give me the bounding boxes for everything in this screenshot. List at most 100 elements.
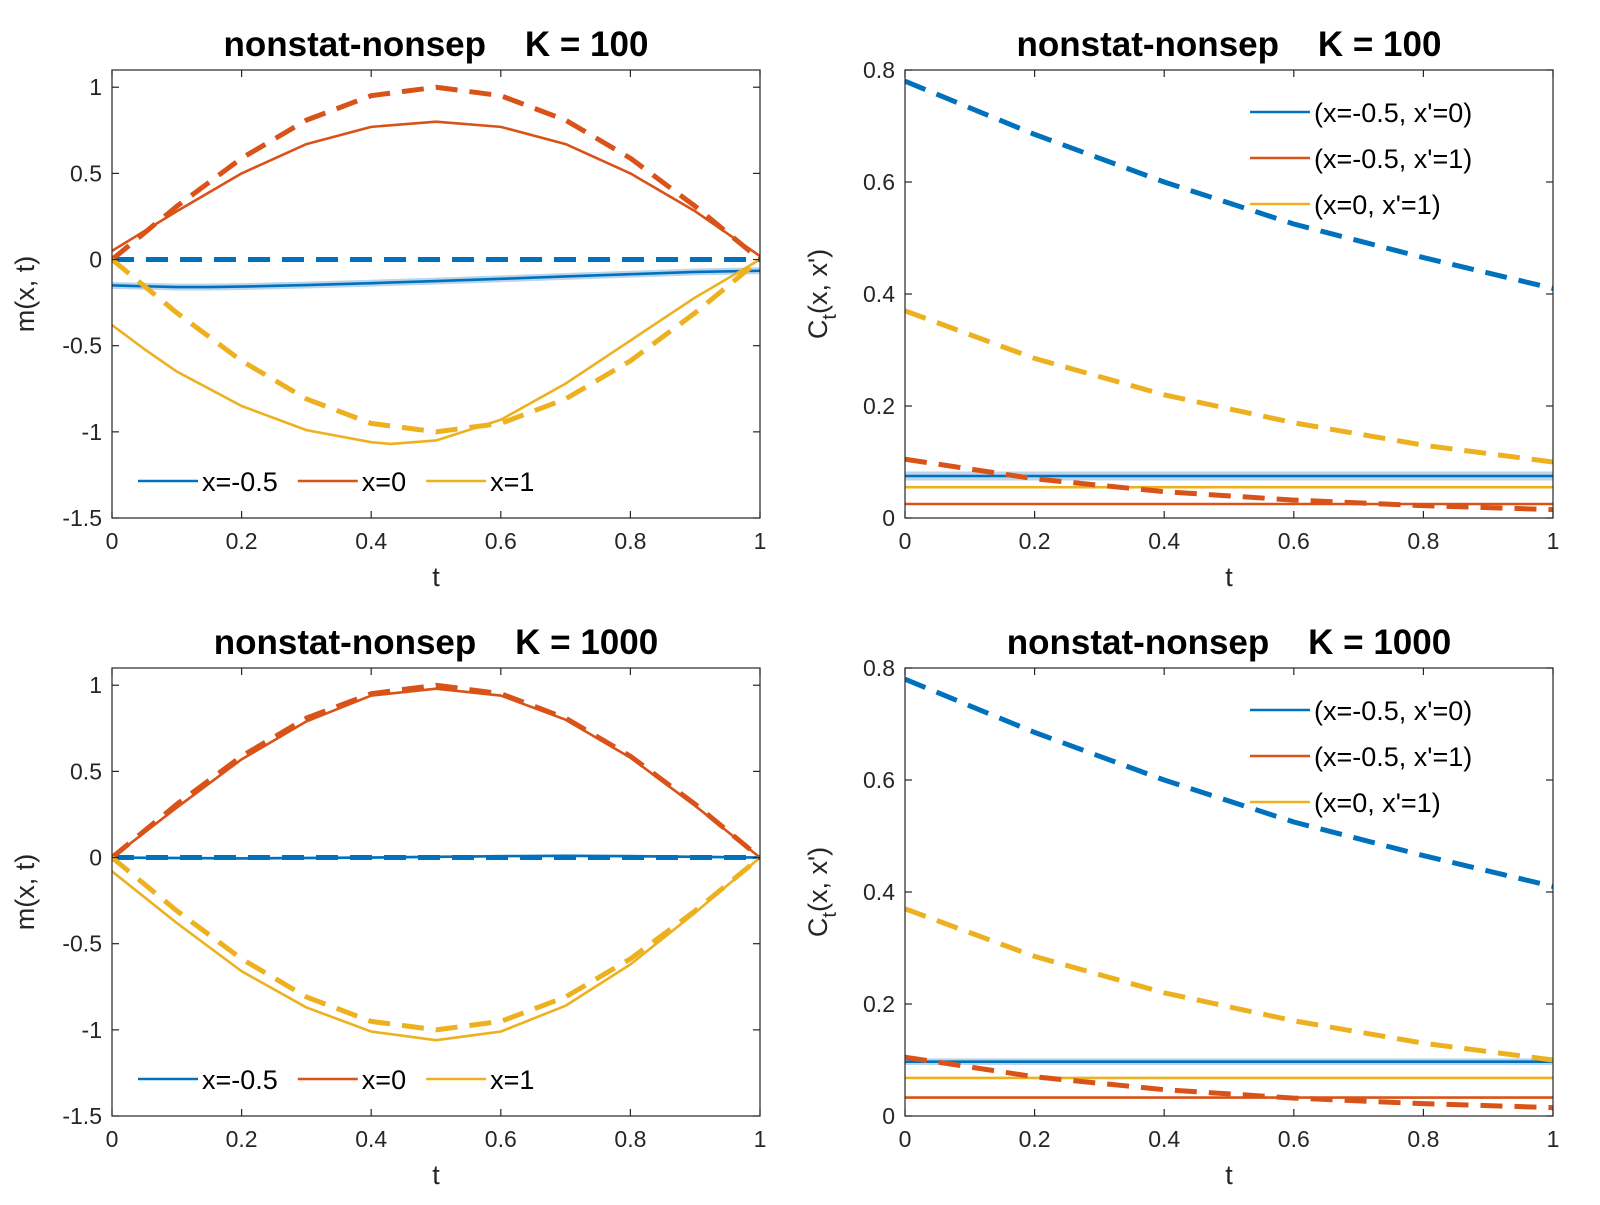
- y-tick-label: -1.5: [62, 1103, 102, 1129]
- y-tick-label: 0.8: [863, 57, 895, 83]
- dashed-line-yellow: [112, 257, 760, 435]
- plot-area: [112, 682, 760, 1042]
- axes-box: [111, 69, 761, 519]
- y-label-subscript: t: [819, 314, 841, 320]
- axes-box: [904, 667, 1554, 1117]
- x-tick-label: 0.8: [1407, 528, 1439, 554]
- x-tick-label: 1: [754, 1126, 767, 1152]
- y-axis-label: m(x, t): [10, 854, 40, 930]
- y-tick-label: -1: [82, 419, 102, 445]
- y-tick-label: 0.5: [70, 758, 102, 784]
- y-tick-label: -0.5: [62, 333, 102, 359]
- series-line-orange: [112, 687, 760, 859]
- chart-c100: nonstat-nonsep K = 100 0 0.2 0.4 0.6 0.8 1 0 0.2…: [803, 25, 1559, 592]
- x-tick-label: 0.2: [226, 528, 258, 554]
- y-tick-label: 0.4: [863, 281, 895, 307]
- y-label-subscript: t: [819, 912, 841, 918]
- plot-area: [112, 84, 760, 446]
- y-axis-label: Ct(x, x'): [803, 847, 841, 937]
- dashed-line-orange: [112, 682, 760, 860]
- axes-box: [904, 69, 1554, 519]
- x-tick-label: 0: [899, 528, 912, 554]
- y-tick-label: 0.8: [863, 655, 895, 681]
- y-label-rest: (x, x'): [803, 847, 833, 912]
- y-tick-label: 0.4: [863, 879, 895, 905]
- y-tick-label: -1.5: [62, 505, 102, 531]
- x-tick-label: 1: [1547, 1126, 1560, 1152]
- y-tick-label: 0.2: [863, 991, 895, 1017]
- legend-label: x=1: [490, 1065, 534, 1095]
- legend-label: x=0: [362, 467, 406, 497]
- y-tick-label: -1: [82, 1017, 102, 1043]
- x-tick-label: 0.6: [485, 1126, 517, 1152]
- legend-label: (x=-0.5, x'=1): [1314, 144, 1472, 174]
- x-tick-label: 0.2: [226, 1126, 258, 1152]
- y-label-base: C: [803, 320, 833, 340]
- y-tick-label: 0: [89, 845, 102, 871]
- y-axis-label: m(x, t): [10, 256, 40, 332]
- dashed-line-orange: [905, 1054, 1553, 1111]
- chart-c1000: nonstat-nonsep K = 1000 0 0.2 0.4 0.6 0.8 1 0 0.…: [803, 623, 1559, 1190]
- legend-label: x=-0.5: [202, 1065, 278, 1095]
- y-label-base: C: [803, 918, 833, 938]
- x-tick-label: 0: [899, 1126, 912, 1152]
- x-tick-label: 0.2: [1019, 1126, 1051, 1152]
- plot-area: [905, 78, 1553, 513]
- y-tick-label: 0.6: [863, 169, 895, 195]
- x-axis-label: t: [432, 1160, 440, 1190]
- axes-box: [111, 667, 761, 1117]
- chart-title: nonstat-nonsep K = 1000: [214, 623, 658, 662]
- legend-label: x=0: [362, 1065, 406, 1095]
- dashed-line-orange: [112, 84, 760, 262]
- x-tick-label: 0.8: [614, 1126, 646, 1152]
- x-tick-label: 0.4: [1148, 1126, 1180, 1152]
- x-tick-label: 0.6: [485, 528, 517, 554]
- series-line-blue: [112, 269, 760, 289]
- y-tick-label: 0.5: [70, 160, 102, 186]
- x-axis-label: t: [1225, 1160, 1233, 1190]
- dashed-line-blue: [905, 676, 1553, 889]
- legend-label: x=1: [490, 467, 534, 497]
- y-tick-label: 1: [89, 74, 102, 100]
- x-axis-label: t: [432, 562, 440, 592]
- x-tick-label: 0: [106, 1126, 119, 1152]
- y-tick-label: 0: [882, 1103, 895, 1129]
- legend-label: x=-0.5: [202, 467, 278, 497]
- x-tick-label: 0.2: [1019, 528, 1051, 554]
- series-line-yellow: [112, 856, 760, 1042]
- legend-label: (x=-0.5, x'=1): [1314, 742, 1472, 772]
- y-tick-label: 0.6: [863, 767, 895, 793]
- x-axis-label: t: [1225, 562, 1233, 592]
- x-tick-label: 0.4: [355, 528, 387, 554]
- y-tick-label: 0.2: [863, 393, 895, 419]
- dashed-line-blue: [905, 78, 1553, 291]
- chart-m100: nonstat-nonsep K = 100 0 0.2 0.4 0.6 0.8 1 -1.5…: [10, 25, 766, 592]
- x-tick-label: 1: [1547, 528, 1560, 554]
- plot-area: [905, 676, 1553, 1111]
- x-tick-label: 0.4: [1148, 528, 1180, 554]
- y-axis-label: Ct(x, x'): [803, 249, 841, 339]
- x-tick-label: 1: [754, 528, 767, 554]
- legend-label: (x=0, x'=1): [1314, 190, 1441, 220]
- x-tick-label: 0.8: [1407, 1126, 1439, 1152]
- chart-title: nonstat-nonsep K = 100: [1017, 25, 1442, 64]
- chart-title: nonstat-nonsep K = 100: [224, 25, 649, 64]
- series-line-yellow: [112, 258, 760, 446]
- chart-m1000: nonstat-nonsep K = 1000 0 0.2 0.4 0.6 0.8 1 -1.…: [10, 623, 766, 1190]
- y-tick-label: -0.5: [62, 931, 102, 957]
- x-tick-label: 0.4: [355, 1126, 387, 1152]
- y-tick-label: 0: [89, 247, 102, 273]
- y-tick-label: 1: [89, 672, 102, 698]
- legend-label: (x=-0.5, x'=0): [1314, 98, 1472, 128]
- x-tick-label: 0.8: [614, 528, 646, 554]
- series-line-orange: [112, 120, 760, 258]
- y-label-rest: (x, x'): [803, 249, 833, 314]
- x-tick-label: 0.6: [1278, 528, 1310, 554]
- dashed-line-yellow: [112, 855, 760, 1033]
- dashed-line-yellow: [905, 906, 1553, 1063]
- chart-title: nonstat-nonsep K = 1000: [1007, 623, 1451, 662]
- x-tick-label: 0.6: [1278, 1126, 1310, 1152]
- x-tick-label: 0: [106, 528, 119, 554]
